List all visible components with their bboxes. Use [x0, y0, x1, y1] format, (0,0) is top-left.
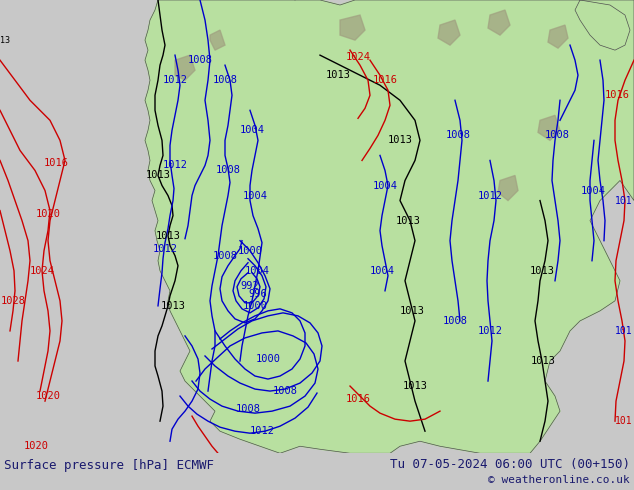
Polygon shape: [340, 15, 365, 40]
Text: 992: 992: [241, 281, 259, 291]
Polygon shape: [538, 115, 560, 141]
Text: Tu 07-05-2024 06:00 UTC (00+150): Tu 07-05-2024 06:00 UTC (00+150): [390, 458, 630, 471]
Text: 1013: 1013: [396, 216, 420, 225]
Text: 1012: 1012: [250, 426, 275, 436]
Text: 1004: 1004: [581, 186, 605, 196]
Text: 1008: 1008: [212, 251, 238, 261]
Text: 1008: 1008: [216, 166, 240, 175]
Text: 1016: 1016: [44, 158, 68, 169]
Polygon shape: [210, 30, 225, 50]
Text: 1008: 1008: [545, 130, 569, 140]
Text: 1012: 1012: [153, 244, 178, 254]
Text: 1004: 1004: [370, 266, 394, 276]
Text: 1004: 1004: [242, 191, 268, 200]
Text: 1020: 1020: [36, 391, 60, 401]
Text: 1013: 1013: [0, 36, 10, 45]
Text: © weatheronline.co.uk: © weatheronline.co.uk: [488, 475, 630, 485]
Text: 1000: 1000: [242, 301, 268, 311]
Text: 101: 101: [615, 416, 633, 426]
Text: 1000: 1000: [238, 245, 262, 256]
Text: 101: 101: [615, 326, 633, 336]
Text: 1013: 1013: [399, 306, 425, 316]
Text: 1008: 1008: [212, 75, 238, 85]
Text: 1020: 1020: [23, 441, 48, 451]
Text: 1004: 1004: [245, 266, 269, 276]
Text: Surface pressure [hPa] ECMWF: Surface pressure [hPa] ECMWF: [4, 459, 214, 472]
Text: 1013: 1013: [160, 301, 186, 311]
Text: 1008: 1008: [188, 55, 212, 65]
Text: 1012: 1012: [477, 326, 503, 336]
Text: 1028: 1028: [1, 296, 25, 306]
Polygon shape: [145, 0, 634, 453]
Polygon shape: [175, 55, 195, 80]
Text: 1013: 1013: [387, 135, 413, 146]
Text: 1016: 1016: [373, 75, 398, 85]
Text: 1024: 1024: [346, 52, 370, 62]
Text: 1013: 1013: [145, 171, 171, 180]
Text: 1012: 1012: [477, 191, 503, 200]
Text: 1016: 1016: [604, 90, 630, 100]
Polygon shape: [575, 0, 630, 50]
Polygon shape: [548, 25, 568, 48]
Polygon shape: [498, 175, 518, 200]
Text: 101: 101: [615, 196, 633, 205]
Text: 1024: 1024: [30, 266, 55, 276]
Text: 1008: 1008: [443, 316, 467, 326]
Text: 1008: 1008: [446, 130, 470, 140]
Text: 1008: 1008: [235, 404, 261, 414]
Text: 996: 996: [249, 289, 268, 299]
Text: 1004: 1004: [373, 180, 398, 191]
Text: 1013: 1013: [403, 381, 427, 391]
Text: 1013: 1013: [155, 231, 181, 241]
Text: 1012: 1012: [162, 75, 188, 85]
Text: 1000: 1000: [256, 354, 280, 364]
Text: 1012: 1012: [162, 160, 188, 171]
Polygon shape: [438, 20, 460, 45]
Text: 1013: 1013: [531, 356, 555, 366]
Text: 1013: 1013: [529, 266, 555, 276]
Text: 1004: 1004: [240, 125, 264, 135]
Text: 1016: 1016: [346, 394, 370, 404]
Polygon shape: [488, 10, 510, 35]
Text: 1008: 1008: [273, 386, 297, 396]
Text: 1013: 1013: [325, 70, 351, 80]
Text: 1020: 1020: [36, 209, 60, 219]
